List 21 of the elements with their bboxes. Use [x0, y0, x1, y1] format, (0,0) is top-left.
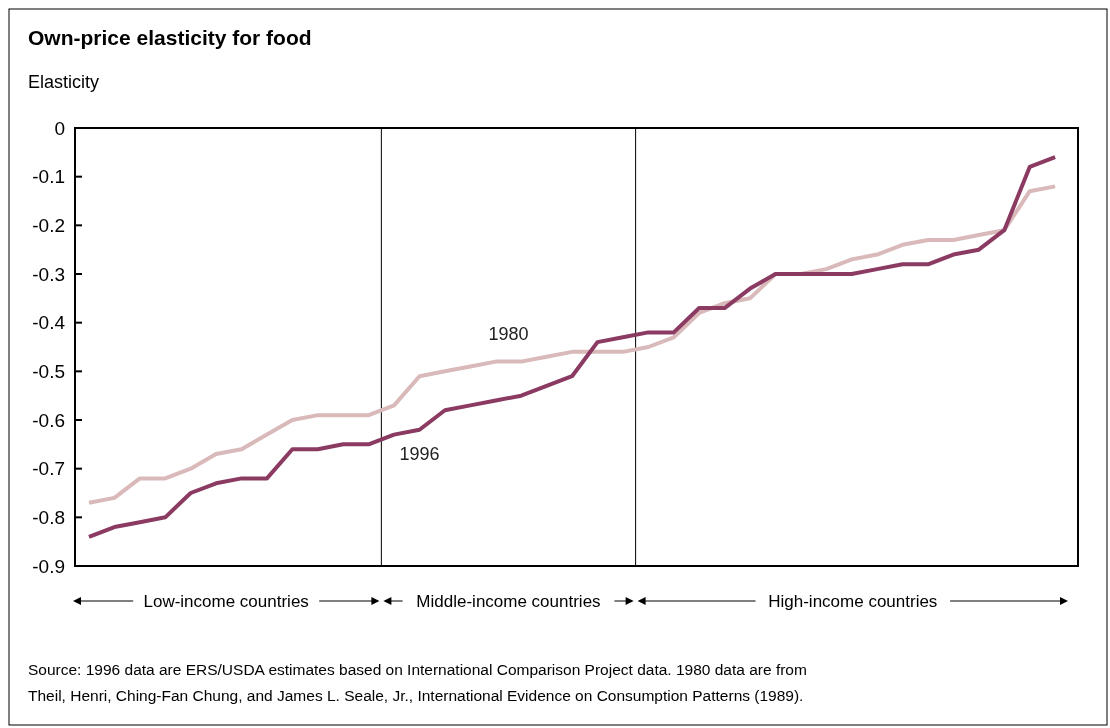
y-tick-label: -0.6 — [32, 409, 65, 431]
text: Low-income countries — [143, 591, 309, 611]
text: Middle-income countries — [416, 591, 601, 611]
y-tick-label: 0 — [54, 117, 65, 139]
y-tick-label: -0.3 — [32, 263, 65, 285]
text: Theil, Henri, Ching-Fan Chung, and James L. Seale, Jr., International Evidence on Consumption Patterns (1989). — [28, 687, 804, 704]
series-label: 1980 — [488, 323, 529, 344]
y-tick-label: -0.8 — [32, 506, 65, 528]
text: High-income countries — [768, 591, 938, 611]
line-series — [86, 184, 1058, 505]
y-tick-label: -0.2 — [32, 214, 65, 236]
y-tick-label: -0.9 — [32, 555, 65, 577]
y-axis-title: Elasticity — [28, 72, 100, 92]
source-note: Source: 1996 data are ERS/USDA estimates based on International Comparison Project data. 1980 data are from — [28, 661, 807, 678]
y-tick-label: -0.5 — [32, 360, 65, 382]
y-tick-label: -0.4 — [32, 312, 66, 334]
chart-title: Own-price elasticity for food — [28, 26, 312, 49]
y-tick-label: -0.1 — [32, 166, 65, 188]
series-label: 1996 — [399, 443, 440, 464]
line-series — [86, 155, 1058, 539]
y-tick-label: -0.7 — [32, 458, 65, 480]
